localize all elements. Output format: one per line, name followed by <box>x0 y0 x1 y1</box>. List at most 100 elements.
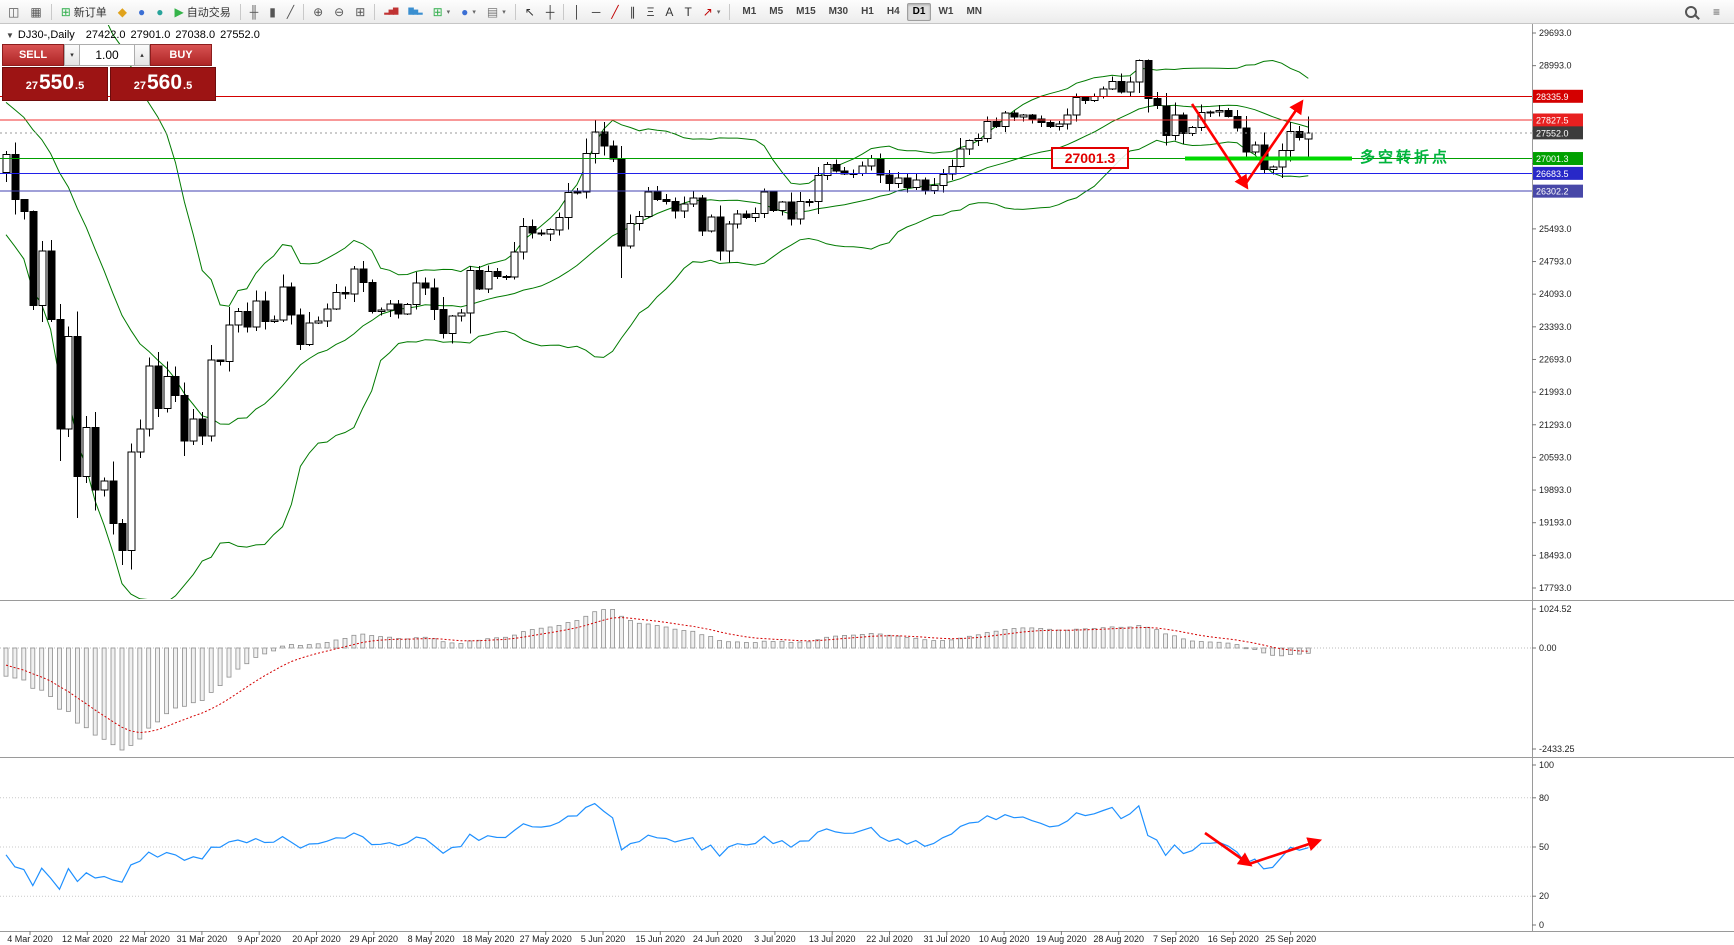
svg-text:16 Sep 2020: 16 Sep 2020 <box>1208 934 1259 944</box>
svg-text:80: 80 <box>1539 793 1549 803</box>
buy-price[interactable]: 27 560.5 <box>110 67 216 101</box>
svg-text:20 Apr 2020: 20 Apr 2020 <box>292 934 341 944</box>
chart-symbol-period: DJ30-,Daily <box>17 29 75 41</box>
add-indicator-dropdown[interactable]: ⊞ ▾ <box>428 2 456 22</box>
new-order-button[interactable]: ⊞ 新订单 <box>56 2 112 22</box>
volume-increase-button[interactable]: ▴ <box>134 44 150 66</box>
trend-arrow[interactable] <box>1248 837 1323 866</box>
auto-trading-button[interactable]: ▶ 自动交易 <box>169 2 235 22</box>
svg-text:22 Jul 2020: 22 Jul 2020 <box>866 934 913 944</box>
auto-trading-icon: ▶ <box>174 4 184 19</box>
turning-point-label[interactable]: 多空转折点 <box>1360 149 1451 166</box>
market-watch-button[interactable]: ◆ <box>113 2 132 22</box>
horizontal-lines[interactable] <box>0 95 1532 192</box>
line-chart-button[interactable]: ╱ <box>282 2 299 22</box>
sell-price[interactable]: 27 550.5 <box>2 67 108 101</box>
trend-arrow[interactable] <box>1204 831 1253 867</box>
rsi-axis[interactable]: 100 80 50 20 0 <box>1532 760 1554 930</box>
horizontal-line-button[interactable]: ─ <box>587 2 606 22</box>
trade-panel-prices: 27 550.5 27 560.5 <box>2 67 216 101</box>
svg-text:28335.9: 28335.9 <box>1536 92 1569 102</box>
svg-text:19 Aug 2020: 19 Aug 2020 <box>1036 934 1087 944</box>
svg-text:4 Mar 2020: 4 Mar 2020 <box>7 934 53 944</box>
sell-button[interactable]: SELL <box>2 44 64 66</box>
trend-arrows[interactable] <box>1190 99 1323 867</box>
trend-arrow[interactable] <box>1242 99 1304 187</box>
price-axis[interactable]: 29693.0 28993.0 25493.0 24793.0 24093.0 23393… <box>1532 28 1572 593</box>
macd-axis[interactable]: 1024.52 0.00 -2433.25 <box>1532 604 1575 754</box>
volume-decrease-button[interactable]: ▾ <box>64 44 80 66</box>
svg-text:100: 100 <box>1539 760 1554 770</box>
trend-arrow[interactable] <box>1190 103 1249 190</box>
svg-text:-2433.25: -2433.25 <box>1539 744 1575 754</box>
search-button[interactable] <box>1680 2 1702 22</box>
toolbar-separator <box>50 3 52 20</box>
high-value: 27901.0 <box>130 29 171 41</box>
rsi-indicator <box>0 797 1532 897</box>
timeframe-mn[interactable]: MN <box>960 3 988 21</box>
label-button[interactable]: T <box>679 2 696 22</box>
arrows-dropdown[interactable]: ↗ ▾ <box>698 2 726 22</box>
chevron-down-icon: ▾ <box>446 8 451 16</box>
timeframe-w1[interactable]: W1 <box>932 3 959 21</box>
svg-text:22693.0: 22693.0 <box>1539 354 1572 364</box>
zoom-out-icon: ⊖ <box>334 4 345 19</box>
tile-windows-button[interactable]: ⊞ <box>350 2 370 22</box>
timeframe-m5[interactable]: M5 <box>763 3 789 21</box>
timeframe-h4[interactable]: H4 <box>881 3 906 21</box>
cursor-icon: ↖ <box>524 4 535 19</box>
svg-text:17793.0: 17793.0 <box>1539 583 1572 593</box>
chart-list-button[interactable]: ≡ <box>1708 2 1725 22</box>
channel-button[interactable]: ∥ <box>625 2 641 22</box>
zoom-out-button[interactable]: ⊖ <box>329 2 349 22</box>
label-icon: T <box>684 4 692 19</box>
vertical-line-icon: │ <box>573 4 581 19</box>
candles-series <box>2 59 1313 570</box>
timeframe-group: M1 M5 M15 M30 H1 H4 D1 W1 MN <box>736 2 988 21</box>
svg-text:21993.0: 21993.0 <box>1539 387 1572 397</box>
search-icon <box>1684 5 1697 18</box>
svg-text:25493.0: 25493.0 <box>1539 224 1572 234</box>
time-axis[interactable]: 4 Mar 2020 12 Mar 2020 22 Mar 2020 31 Mar 2… <box>7 931 1316 944</box>
tile-windows-icon: ⊞ <box>355 4 366 19</box>
svg-text:1024.52: 1024.52 <box>1539 604 1572 614</box>
buy-button[interactable]: BUY <box>150 44 212 66</box>
timeframe-m15[interactable]: M15 <box>790 3 821 21</box>
chevron-down-icon: ▾ <box>716 8 721 16</box>
data-window-button[interactable]: ● <box>133 2 150 22</box>
timeframe-m30[interactable]: M30 <box>823 3 854 21</box>
timeframe-h1[interactable]: H1 <box>855 3 880 21</box>
chevron-down-icon: ▾ <box>472 8 476 16</box>
channel-icon: ∥ <box>629 4 636 19</box>
timeframe-d1[interactable]: D1 <box>906 2 932 21</box>
bar-chart-button[interactable]: ╫ <box>245 2 264 22</box>
objects-dropdown[interactable]: ● ▾ <box>456 2 481 22</box>
svg-text:31 Jul 2020: 31 Jul 2020 <box>924 934 971 944</box>
one-click-collapse-icon[interactable]: ▼ <box>6 31 14 40</box>
templates-dropdown[interactable]: ▤ ▾ <box>482 2 511 22</box>
indicators-button[interactable]: ▂▅▇ <box>379 2 402 22</box>
svg-text:26683.5: 26683.5 <box>1536 169 1569 179</box>
vertical-line-button[interactable]: │ <box>568 2 586 22</box>
crosshair-button[interactable]: ┼ <box>541 2 560 22</box>
svg-text:5 Jun 2020: 5 Jun 2020 <box>581 934 626 944</box>
new-chart-button[interactable]: ◫ <box>3 2 24 22</box>
cursor-button[interactable]: ↖ <box>520 2 540 22</box>
timeframe-m1[interactable]: M1 <box>736 3 762 21</box>
trendline-button[interactable]: ╱ <box>606 2 623 22</box>
text-button[interactable]: A <box>660 2 678 22</box>
profiles-button[interactable]: ▦ <box>25 2 46 22</box>
indicator-windows-icon: ▇▅▂ <box>408 8 422 15</box>
svg-text:8 May 2020: 8 May 2020 <box>408 934 455 944</box>
price-level-callout[interactable]: 27001.3 <box>1051 147 1129 169</box>
navigator-button[interactable]: ● <box>151 2 168 22</box>
svg-text:27827.5: 27827.5 <box>1536 116 1569 126</box>
arrows-icon: ↗ <box>702 4 713 19</box>
zoom-in-button[interactable]: ⊕ <box>308 2 328 22</box>
svg-text:13 Jul 2020: 13 Jul 2020 <box>809 934 856 944</box>
indicator-windows-button[interactable]: ▇▅▂ <box>403 2 426 22</box>
fibonacci-button[interactable]: Ξ <box>642 2 660 22</box>
candlestick-chart-button[interactable]: ▮ <box>264 2 281 22</box>
volume-input[interactable] <box>80 44 134 66</box>
